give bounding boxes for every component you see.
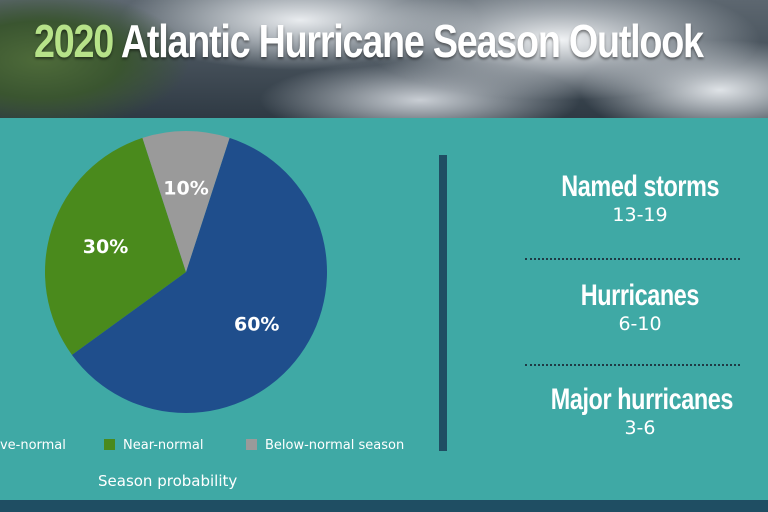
pie-slice-near-normal (45, 137, 186, 355)
legend-item-below-normal: Below-normal season (246, 438, 404, 453)
chart-caption: Season probability (98, 472, 238, 490)
pie-label-near-normal: 30% (83, 236, 128, 258)
pie-label-above-normal: 60% (234, 313, 279, 335)
legend-swatch (246, 439, 257, 450)
vertical-divider (439, 155, 447, 451)
page-title: 2020 Atlantic Hurricane Season Outlook (34, 14, 704, 68)
stat-label: Major hurricanes (550, 383, 734, 416)
stat-value: 3-6 (624, 417, 656, 439)
pie-label-below-normal: 10% (163, 177, 208, 199)
stat-named-storms: Named storms 13-19 (525, 170, 755, 226)
stat-value: 13-19 (612, 204, 668, 226)
stat-value: 6-10 (618, 313, 662, 335)
dotted-separator (525, 364, 740, 366)
stat-label: Hurricanes (580, 279, 700, 312)
title-year: 2020 (34, 15, 114, 67)
stat-hurricanes: Hurricanes 6-10 (525, 279, 755, 335)
legend-swatch (104, 439, 115, 450)
dotted-separator (525, 258, 740, 260)
pie-slice-above-normal (71, 137, 328, 413)
satellite-banner: 2020 Atlantic Hurricane Season Outlook (0, 0, 768, 118)
legend-label: Near-normal (123, 438, 204, 453)
title-text: Atlantic Hurricane Season Outlook (120, 15, 704, 67)
legend-item-near-normal: Near-normal (104, 438, 203, 453)
legend-label: Below-normal season (265, 438, 405, 453)
legend-item-above-normal: ove-normal (0, 438, 66, 453)
pie-chart: 60% 30% 10% (45, 131, 328, 413)
pie-slice-below-normal (142, 131, 230, 272)
stat-major-hurricanes: Major hurricanes 3-6 (525, 383, 755, 439)
legend-label: ove-normal (0, 438, 66, 453)
footer-strip (0, 500, 768, 512)
stat-label: Named storms (561, 170, 719, 203)
